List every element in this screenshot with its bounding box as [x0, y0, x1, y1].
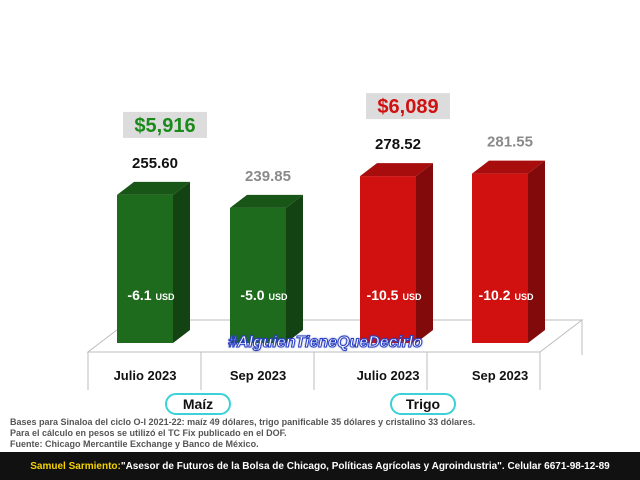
peso-price-label-0: $5,916 [134, 115, 195, 137]
bar-0-top [117, 181, 190, 195]
bar-2-side [416, 163, 433, 343]
bar-3-front [472, 173, 528, 343]
category-label-0: Julio 2023 [114, 368, 177, 383]
note-line-bases: Bases para Sinaloa del ciclo O-I 2021-22… [10, 417, 476, 427]
footer-contact-bar: Samuel Sarmiento: "Asesor de Futuros de … [0, 452, 640, 480]
crop-label-maiz: Maíz [165, 393, 231, 415]
bar-3-side [528, 160, 545, 343]
crop-label-trigo-text: Trigo [405, 396, 441, 412]
hashtag-watermark: #AlguienTieneQueDecirlo [228, 334, 423, 352]
category-label-1: Sep 2023 [230, 368, 286, 383]
bar-1-top [230, 194, 303, 208]
category-label-2: Julio 2023 [357, 368, 420, 383]
bar-0-value-label: 255.60 [132, 155, 178, 172]
bar-3-change-label: -10.2 USD [479, 287, 534, 303]
bar-2-value-label: 278.52 [375, 136, 421, 153]
peso-price-box-0 [123, 111, 207, 138]
crop-label-maiz-text: Maíz [182, 396, 214, 412]
bar-1-value-label: 239.85 [245, 168, 291, 185]
bar-1-change-label: -5.0 USD [240, 287, 288, 303]
note-line-tc: Para el cálculo en pesos se utilizó el T… [10, 428, 287, 438]
peso-price-box-1 [366, 93, 450, 120]
note-line-fuente: Fuente: Chicago Mercantile Exchange y Ba… [10, 439, 259, 449]
bar-1-side [286, 194, 303, 343]
notes-block: Bases para Sinaloa del ciclo O-I 2021-22… [10, 417, 630, 450]
category-label-3: Sep 2023 [472, 368, 528, 383]
bar-1-front [230, 207, 286, 343]
bars-layer: -6.1 USD 255.60 Julio 2023 -5.0 USD 239.85 Sep … [114, 93, 545, 383]
peso-price-label-1: $6,089 [377, 96, 438, 118]
bar-0-change-label: -6.1 USD [127, 287, 175, 303]
footer-text: "Asesor de Futuros de la Bolsa de Chicag… [120, 460, 610, 472]
bar-3-value-label: 281.55 [487, 134, 533, 151]
bar-3-top [472, 160, 545, 174]
bar-2-top [360, 163, 433, 177]
crop-label-trigo: Trigo [390, 393, 456, 415]
footer-name: Samuel Sarmiento: [30, 460, 121, 472]
bar-2-front [360, 176, 416, 343]
bar-2-change-label: -10.5 USD [367, 287, 422, 303]
bar-0-front [117, 194, 173, 343]
bar-0-side [173, 181, 190, 343]
